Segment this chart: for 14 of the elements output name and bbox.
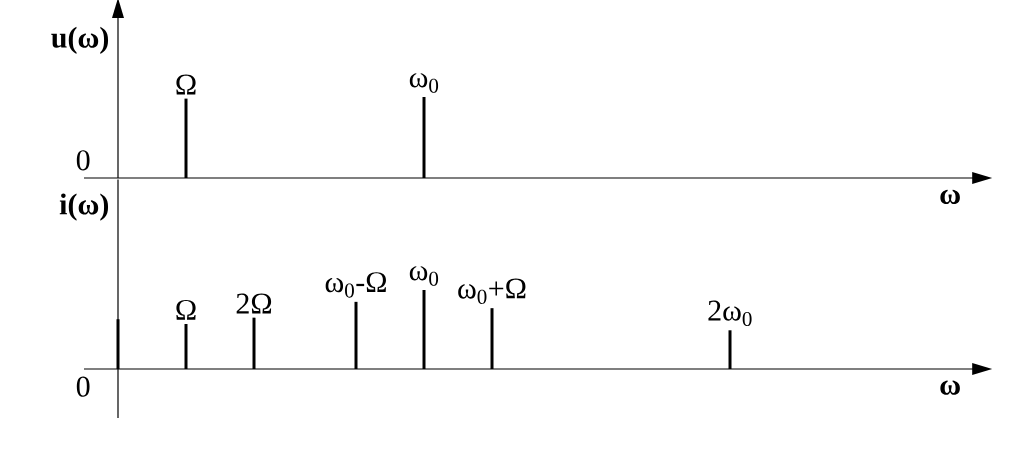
y-axis-title: u(ω): [51, 26, 109, 54]
x-tick-label: 2ω$_{0}$: [708, 300, 752, 327]
annotation: 0: [76, 150, 90, 171]
x-tick-label: ω$_{0}$-Ω: [325, 272, 386, 298]
text: 0: [76, 376, 90, 397]
x-axis-title: ω: [940, 380, 960, 395]
y-axis-title: i(ω): [59, 193, 109, 221]
x-tick-label: 2Ω: [236, 293, 272, 314]
x-tick-label: ω$_{0}$: [409, 266, 439, 286]
x-axis-title: ω: [940, 189, 960, 205]
x-tick-label: Ω: [176, 74, 196, 95]
x-tick-label: ω$_{0}$+Ω: [458, 278, 526, 304]
x-tick-label: ω$_{0}$: [409, 73, 439, 93]
x-tick-label: Ω: [176, 299, 196, 320]
